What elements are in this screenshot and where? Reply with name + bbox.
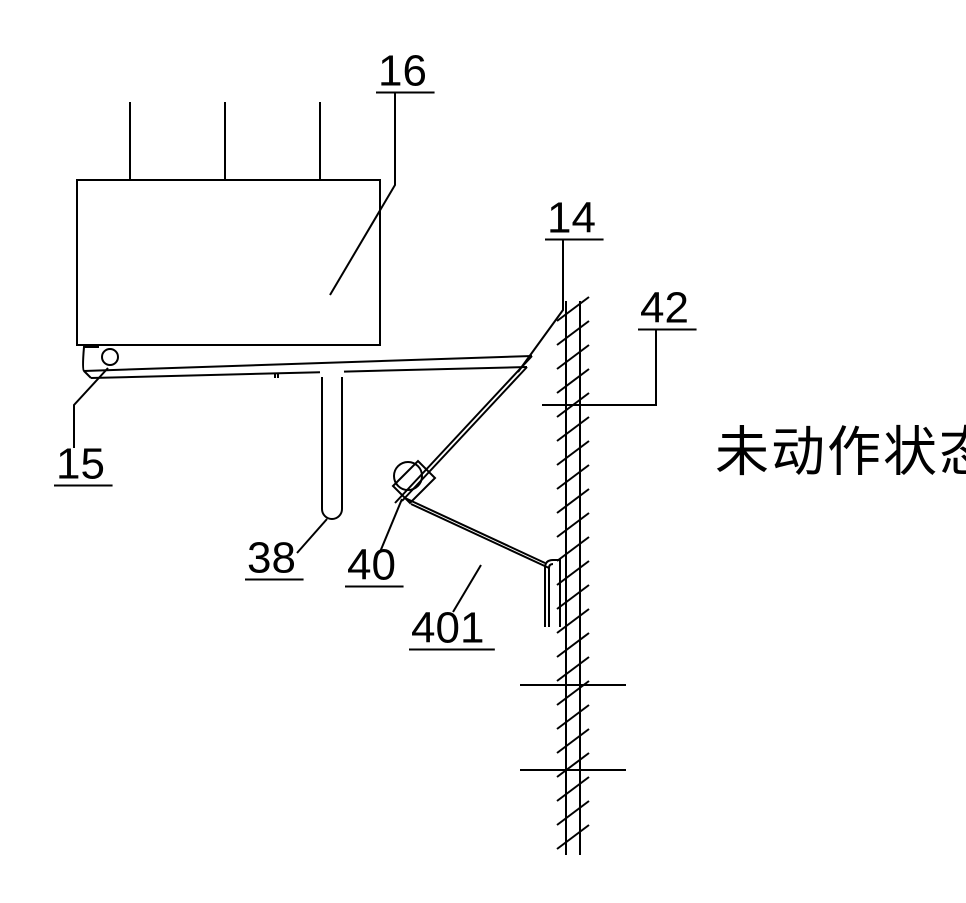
hatched-bar-hatching xyxy=(557,297,589,849)
label-401: 401 xyxy=(411,604,484,653)
box-16 xyxy=(77,180,380,345)
label-15: 15 xyxy=(56,440,105,489)
leader-15 xyxy=(74,368,108,448)
part-40-circle xyxy=(394,462,422,490)
label-40: 40 xyxy=(347,541,396,590)
label-42: 42 xyxy=(640,284,689,333)
diagram-canvas: 16 14 42 15 38 40 401 未动作状态 xyxy=(0,0,966,903)
leader-14 xyxy=(518,240,563,372)
pivot-circle xyxy=(102,349,118,365)
leader-16 xyxy=(330,92,395,295)
label-16: 16 xyxy=(378,47,427,96)
label-38: 38 xyxy=(247,534,296,583)
leader-38 xyxy=(297,519,327,553)
label-14: 14 xyxy=(547,194,596,243)
state-annotation: 未动作状态 xyxy=(715,422,966,482)
